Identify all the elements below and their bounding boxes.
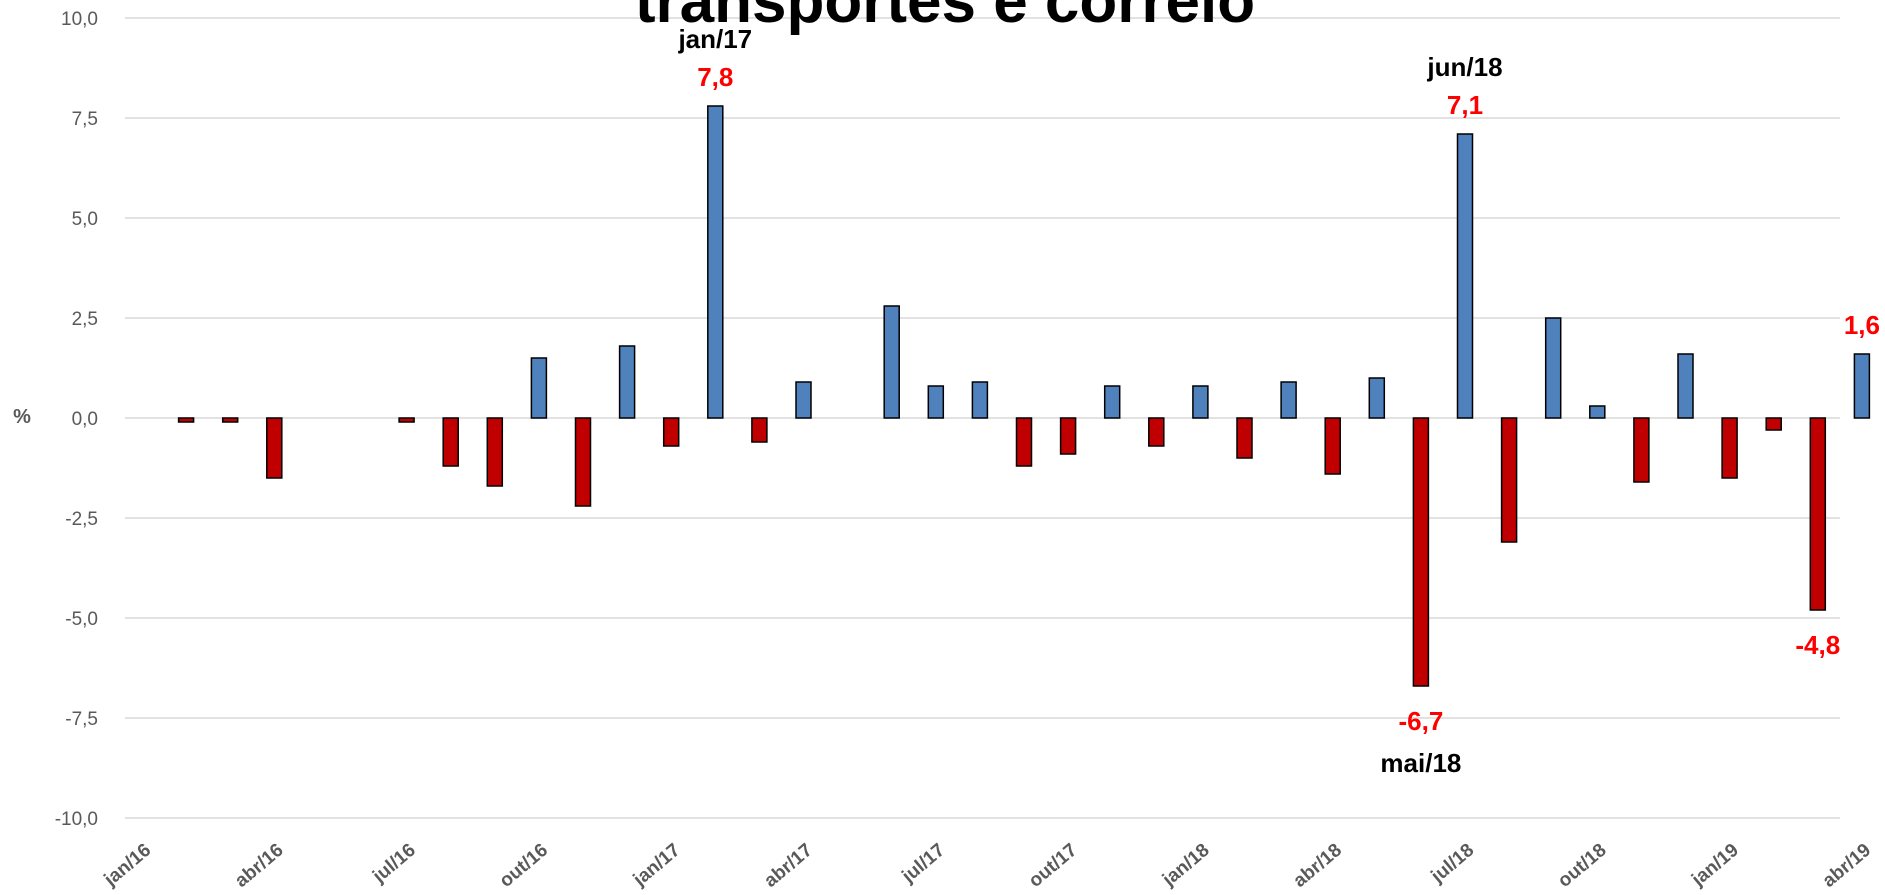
annotation-date: jun/18 [1426, 52, 1502, 82]
annotation-date: mai/18 [1380, 748, 1461, 778]
bar-out-17 [1059, 417, 1077, 455]
bar-mar-17 [751, 417, 768, 443]
bar-mar-18 [1280, 381, 1297, 419]
x-tick-label: jan/16 [100, 840, 156, 891]
x-tick-label: jul/16 [368, 840, 419, 888]
bar-set-18 [1544, 317, 1562, 419]
bar-jun-17 [883, 305, 900, 419]
bar-jun-18 [1412, 417, 1430, 687]
x-tick-label: abr/18 [1290, 840, 1346, 892]
bar-nov-18 [1633, 417, 1650, 483]
bar-jan-18 [1192, 385, 1209, 419]
bar-set-16 [486, 417, 504, 487]
x-tick-label: jan/17 [629, 840, 685, 891]
bar-out-16 [530, 357, 548, 419]
bar-ago-18 [1500, 417, 1518, 543]
x-tick-label: abr/19 [1819, 840, 1875, 892]
bar-abr-17 [795, 381, 812, 419]
bar-jul-18 [1456, 133, 1474, 419]
y-tick-label: -2,5 [65, 509, 98, 530]
x-tick-label: abr/17 [760, 840, 816, 892]
y-axis-unit-label: % [13, 406, 31, 428]
x-tick-label: jul/18 [1427, 840, 1478, 888]
y-tick-label: 2,5 [72, 309, 98, 330]
bar-abr-19 [1853, 353, 1871, 419]
bar-jul-16 [398, 417, 415, 423]
y-tick-label: 0,0 [72, 409, 98, 430]
bar-abr-16 [266, 417, 283, 479]
y-tick-label: 5,0 [72, 209, 98, 230]
bar-dez-18 [1677, 353, 1694, 419]
bar-fev-16 [177, 417, 195, 423]
annotation-value: -6,7 [1398, 706, 1443, 736]
bar-dez-16 [618, 345, 636, 419]
annotation-value: 7,1 [1447, 90, 1483, 120]
bar-dez-17 [1148, 417, 1165, 447]
x-tick-label: out/16 [496, 840, 552, 892]
y-tick-label: 10,0 [61, 9, 98, 30]
bar-mai-18 [1368, 377, 1386, 419]
x-tick-label: jan/19 [1687, 840, 1743, 891]
bar-mar-19 [1809, 417, 1827, 611]
bar-out-18 [1589, 405, 1606, 419]
annotation-value: 7,8 [697, 62, 733, 92]
bar-jan-17 [662, 417, 680, 447]
annotation-date: jan/17 [677, 24, 752, 54]
bar-fev-18 [1236, 417, 1253, 459]
bar-abr-18 [1324, 417, 1341, 475]
y-tick-label: -10,0 [55, 809, 98, 830]
x-tick-label: out/17 [1025, 840, 1081, 892]
x-tick-label: out/18 [1554, 840, 1610, 892]
bar-mar-16 [221, 417, 239, 423]
bar-ago-17 [971, 381, 989, 419]
y-tick-label: 7,5 [72, 109, 98, 130]
annotation-value: -4,8 [1795, 630, 1840, 660]
bar-fev-17 [707, 105, 724, 419]
chart-title: transportes e correio [635, 0, 1255, 36]
annotation-value: 1,6 [1844, 310, 1880, 340]
y-tick-label: -5,0 [65, 609, 98, 630]
bar-jan-19 [1721, 417, 1738, 479]
bars [177, 105, 1871, 687]
bar-set-17 [1015, 417, 1033, 467]
bar-nov-16 [574, 417, 592, 507]
y-tick-label: -7,5 [65, 709, 98, 730]
bar-nov-17 [1103, 385, 1121, 419]
bar-jul-17 [927, 385, 945, 419]
x-tick-label: jan/18 [1158, 840, 1214, 891]
x-tick-label: abr/16 [231, 840, 287, 892]
bar-ago-16 [442, 417, 459, 467]
x-tick-label: jul/17 [898, 840, 949, 888]
bar-fev-19 [1765, 417, 1782, 431]
